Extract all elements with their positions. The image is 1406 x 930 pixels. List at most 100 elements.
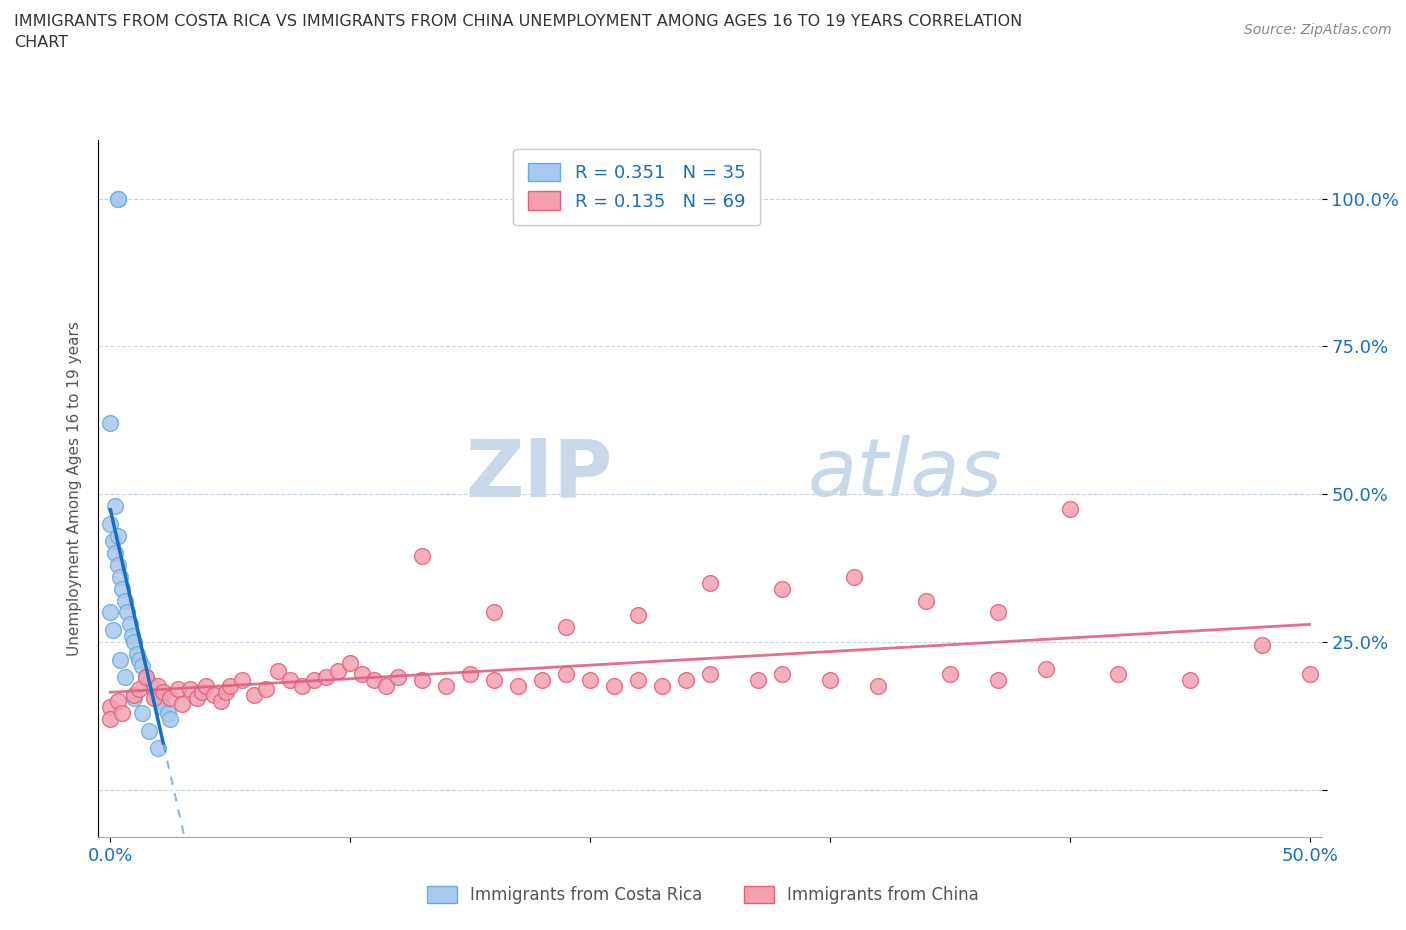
Point <box>770 667 793 682</box>
Point <box>145 687 167 702</box>
Point <box>1059 501 1081 516</box>
Point <box>172 697 194 711</box>
Point <box>987 673 1010 688</box>
Point <box>138 724 160 738</box>
Point <box>101 623 124 638</box>
Text: CHART: CHART <box>14 35 67 50</box>
Point <box>148 679 170 694</box>
Point <box>434 679 457 694</box>
Point <box>214 684 236 699</box>
Point <box>699 576 721 591</box>
Point <box>166 682 188 697</box>
Point <box>135 670 157 684</box>
Point <box>209 694 232 709</box>
Point <box>142 682 165 697</box>
Text: Source: ZipAtlas.com: Source: ZipAtlas.com <box>1244 23 1392 37</box>
Point <box>555 619 578 634</box>
Point <box>328 664 350 679</box>
Point <box>339 656 361 671</box>
Point <box>243 687 266 702</box>
Point <box>114 670 136 684</box>
Point <box>100 416 122 431</box>
Point <box>770 581 793 596</box>
Point <box>104 546 127 561</box>
Point <box>267 664 290 679</box>
Point <box>121 629 143 644</box>
Point <box>375 679 398 694</box>
Text: IMMIGRANTS FROM COSTA RICA VS IMMIGRANTS FROM CHINA UNEMPLOYMENT AMONG AGES 16 T: IMMIGRANTS FROM COSTA RICA VS IMMIGRANTS… <box>14 14 1022 29</box>
Point <box>699 667 721 682</box>
Point <box>627 608 650 623</box>
Point <box>482 604 505 619</box>
Point <box>131 706 153 721</box>
Point <box>411 673 433 688</box>
Point <box>124 634 146 649</box>
Text: ZIP: ZIP <box>465 435 612 513</box>
Point <box>458 667 481 682</box>
Point <box>107 192 129 206</box>
Point <box>315 670 337 684</box>
Point <box>555 667 578 682</box>
Point <box>1250 637 1272 652</box>
Point <box>675 673 697 688</box>
Point <box>152 699 174 714</box>
Point <box>100 516 122 531</box>
Legend: Immigrants from Costa Rica, Immigrants from China: Immigrants from Costa Rica, Immigrants f… <box>419 878 987 912</box>
Point <box>124 687 146 702</box>
Point <box>202 687 225 702</box>
Point <box>231 673 253 688</box>
Point <box>219 679 242 694</box>
Point <box>128 652 150 667</box>
Point <box>100 699 122 714</box>
Point <box>915 593 938 608</box>
Point <box>108 652 131 667</box>
Point <box>1178 673 1201 688</box>
Point <box>128 682 150 697</box>
Point <box>104 498 127 513</box>
Point <box>352 667 374 682</box>
Point <box>148 741 170 756</box>
Point <box>159 711 181 726</box>
Point <box>987 604 1010 619</box>
Point <box>111 581 134 596</box>
Point <box>131 658 153 673</box>
Point <box>304 673 326 688</box>
Point <box>149 694 172 709</box>
Point <box>291 679 314 694</box>
Point <box>482 673 505 688</box>
Point <box>411 549 433 564</box>
Point <box>939 667 962 682</box>
Point <box>579 673 602 688</box>
Point <box>186 691 208 706</box>
Point <box>747 673 769 688</box>
Point <box>107 558 129 573</box>
Point <box>107 694 129 709</box>
Point <box>101 534 124 549</box>
Text: atlas: atlas <box>808 435 1002 513</box>
Point <box>363 673 385 688</box>
Point <box>111 706 134 721</box>
Point <box>254 682 277 697</box>
Point <box>1107 667 1129 682</box>
Point <box>118 617 141 631</box>
Point <box>1298 667 1320 682</box>
Point <box>142 691 165 706</box>
Point <box>135 670 157 684</box>
Point <box>125 646 148 661</box>
Point <box>531 673 554 688</box>
Point <box>190 684 212 699</box>
Point <box>387 670 409 684</box>
Point <box>195 679 218 694</box>
Point <box>138 676 160 691</box>
Point <box>1035 661 1057 676</box>
Point <box>179 682 201 697</box>
Point <box>278 673 301 688</box>
Y-axis label: Unemployment Among Ages 16 to 19 years: Unemployment Among Ages 16 to 19 years <box>66 321 82 656</box>
Point <box>866 679 889 694</box>
Point <box>107 528 129 543</box>
Point <box>115 604 138 619</box>
Point <box>107 192 129 206</box>
Point <box>100 604 122 619</box>
Point <box>152 684 174 699</box>
Point <box>842 569 865 584</box>
